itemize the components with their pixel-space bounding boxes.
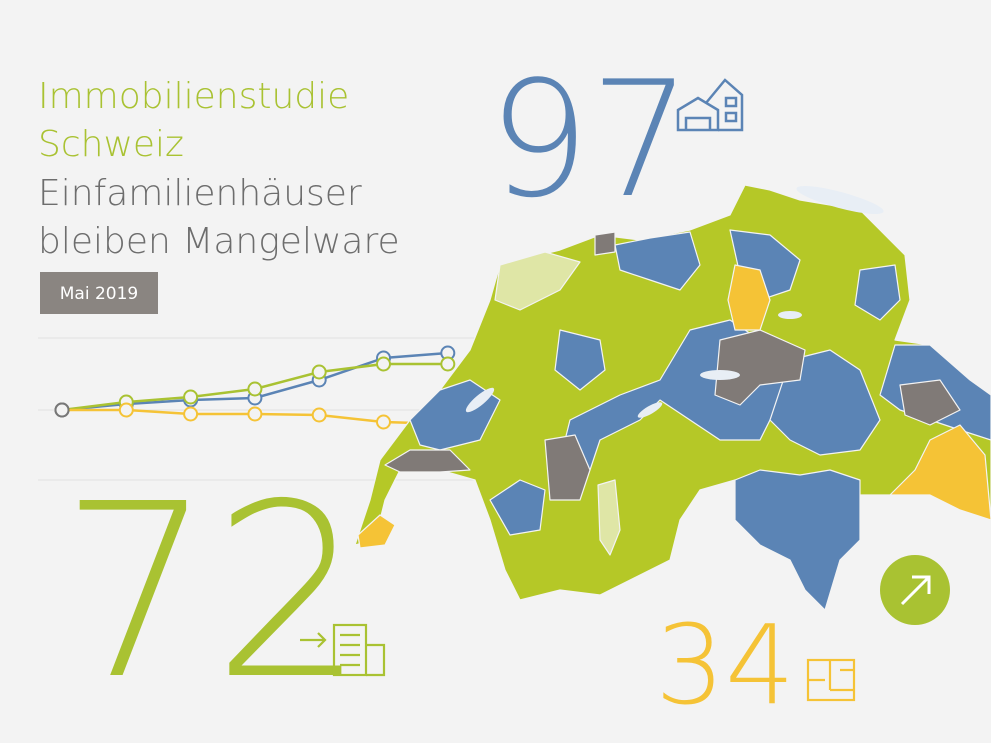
region: [489, 479, 546, 536]
figure-houses: 97: [488, 46, 692, 233]
house-icon: [676, 78, 744, 132]
series-point: [118, 402, 134, 418]
series-point: [376, 356, 391, 372]
series-point: [311, 407, 327, 423]
region: [714, 329, 806, 406]
series-point: [183, 389, 199, 405]
region: [727, 264, 771, 331]
icon-part: [705, 78, 744, 132]
icon-part: [724, 111, 738, 123]
series-point: [376, 414, 391, 430]
lake: [637, 402, 663, 418]
lake: [796, 186, 884, 214]
series-point: [54, 402, 70, 418]
figure-buildings: 72: [60, 452, 365, 732]
arrow-button[interactable]: [880, 555, 950, 625]
series-point: [311, 364, 327, 380]
region: [544, 434, 591, 501]
lake: [700, 370, 740, 380]
region: [554, 329, 606, 391]
floorplan-icon: [806, 658, 856, 702]
subtitle: bleiben Mangelware: [38, 221, 400, 262]
subtitle: Einfamilienhäuser: [38, 173, 362, 214]
region: [614, 231, 701, 291]
series-point: [247, 381, 263, 397]
region: [734, 469, 861, 611]
region: [494, 251, 581, 311]
icon-part: [332, 623, 368, 677]
region: [889, 424, 991, 521]
region: [854, 264, 901, 321]
region: [899, 379, 961, 426]
region: [597, 479, 621, 556]
icon-part: [676, 96, 720, 132]
series-point: [183, 406, 199, 422]
series-point: [247, 406, 263, 422]
date: Mai 2019: [60, 284, 138, 304]
lakes: [465, 186, 884, 418]
icon-part: [300, 632, 327, 648]
building-icon: [300, 623, 386, 677]
region: [594, 231, 616, 256]
series-point: [440, 356, 456, 372]
title: Immobilienstudie: [38, 76, 349, 117]
lake: [778, 311, 802, 319]
title: Schweiz: [38, 124, 184, 165]
trend-chart: [54, 345, 456, 432]
icon-part: [724, 96, 738, 108]
region: [384, 449, 471, 473]
lake: [465, 387, 495, 413]
figure-apartments: 34: [655, 601, 795, 729]
date-badge: [40, 272, 158, 314]
map: [354, 184, 991, 611]
arrow-icon: [900, 575, 931, 606]
icon-part: [808, 660, 854, 692]
region: [357, 514, 396, 549]
icon-part: [340, 633, 386, 677]
